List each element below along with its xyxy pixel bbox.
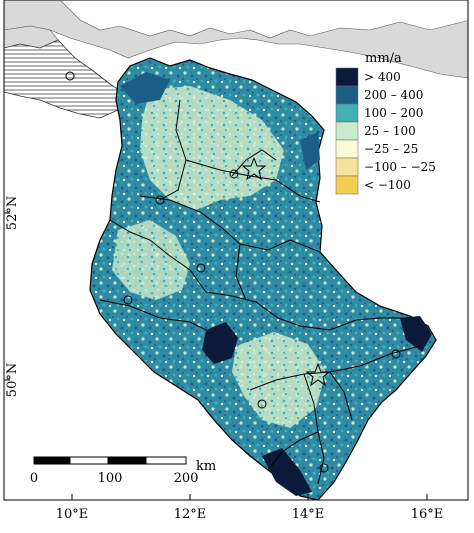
scale-unit: km (196, 459, 216, 474)
lon-label-10E: 10°E (56, 507, 89, 522)
map-frame (3, 0, 469, 501)
legend-label-5: −100 – −25 (364, 160, 436, 174)
legend-swatch-5 (335, 157, 359, 177)
lon-label-14E: 14°E (292, 507, 325, 522)
scale-tick-0: 0 (30, 471, 38, 486)
high-value-patch-5 (300, 132, 320, 170)
basin-light-zone-north (140, 86, 284, 210)
city-markers (241, 156, 331, 387)
graticule-ticks (4, 212, 428, 500)
lat-label-50N: 50°N (5, 363, 20, 397)
legend-label-1: 200 – 400 (364, 88, 423, 102)
lat-label-52N: 52°N (5, 196, 20, 230)
scale-bar: 0 100 200 km (30, 456, 216, 486)
legend-label-0: > 400 (364, 70, 401, 84)
baltic-sea (59, 0, 468, 39)
subbasin-boundaries (99, 99, 421, 485)
legend-label-4: −25 – 25 (364, 142, 418, 156)
gauge-markers (65, 71, 401, 473)
scale-tick-200: 200 (174, 471, 199, 486)
high-value-patch-1 (202, 322, 238, 364)
legend-swatch-1 (335, 85, 359, 105)
legend-label-2: 100 – 200 (364, 106, 423, 120)
legend-swatch-0 (335, 67, 359, 87)
legend-swatch-2 (335, 103, 359, 123)
legend-swatch-4 (335, 139, 359, 159)
basin-light-zone-mid (112, 220, 190, 300)
map-area (4, 0, 468, 500)
high-value-patch-3 (400, 316, 432, 352)
legend-swatch-6 (335, 175, 359, 195)
legend-label-3: 25 – 100 (364, 124, 416, 138)
high-value-patch-4 (120, 72, 170, 104)
lon-label-12E: 12°E (174, 507, 207, 522)
lon-label-16E: 16°E (411, 507, 444, 522)
legend: mm/a > 400 200 – 400 100 – 200 25 – 100 −25 … (335, 51, 436, 195)
legend-title: mm/a (365, 51, 402, 66)
legend-swatch-3 (335, 121, 359, 141)
scale-tick-100: 100 (98, 471, 123, 486)
legend-label-6: < −100 (364, 178, 411, 192)
high-value-patch-2 (262, 448, 312, 496)
basin-light-zone-south (232, 332, 326, 428)
